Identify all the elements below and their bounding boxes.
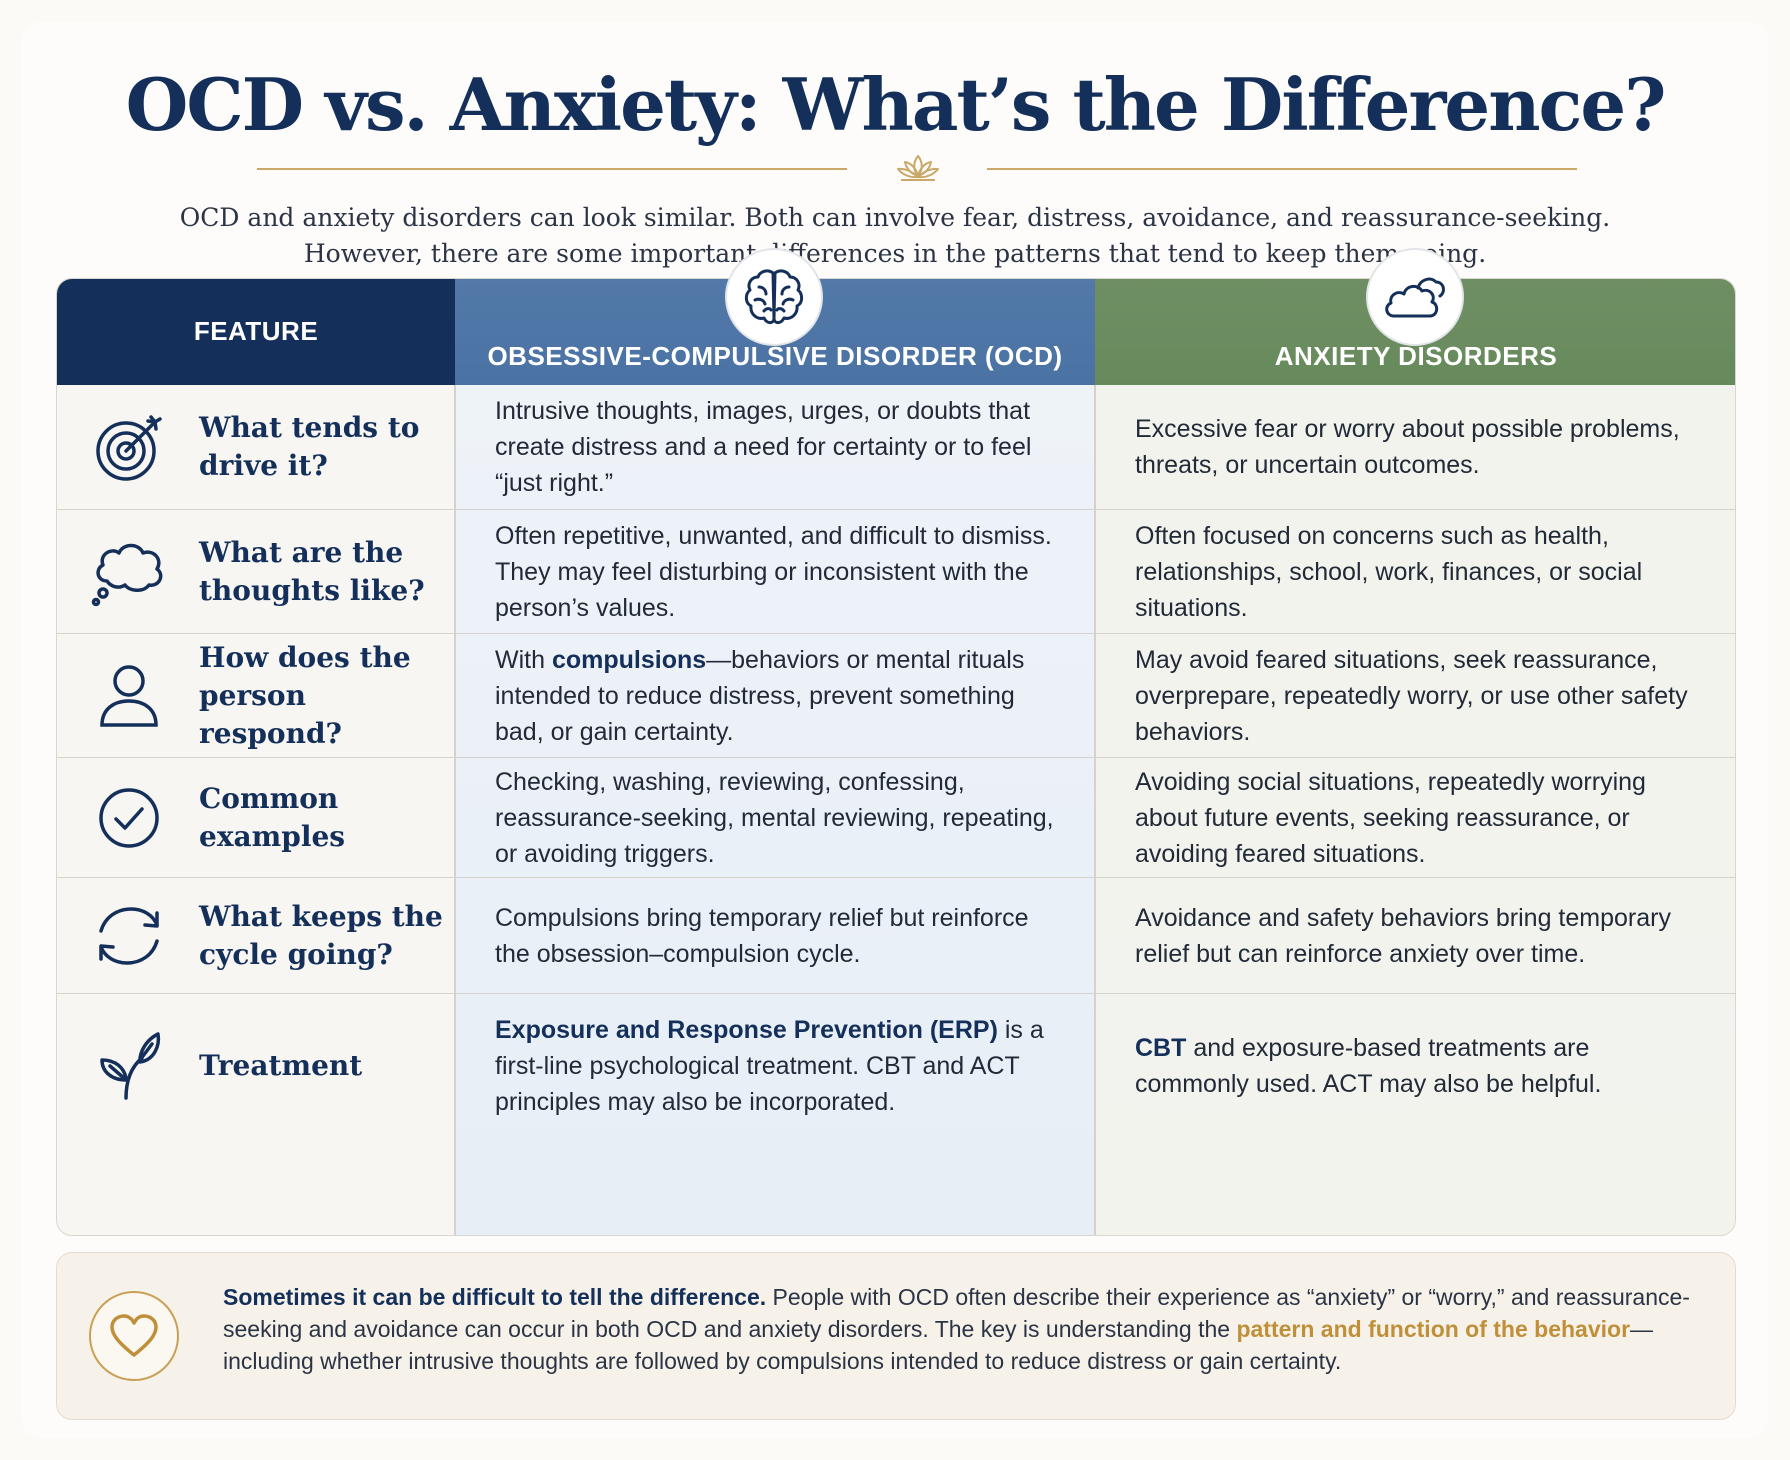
- feature-cell: What are the thoughts like?: [57, 510, 455, 633]
- ocd-text: Often repetitive, unwanted, and difficul…: [495, 521, 1052, 622]
- ocd-text-post: —behaviors or mental rituals intended to…: [495, 645, 1025, 746]
- sprout-icon: [91, 1028, 167, 1104]
- anxiety-cell: May avoid feared situations, seek reassu…: [1095, 634, 1735, 757]
- intro-line-1: OCD and anxiety disorders can look simil…: [179, 203, 1611, 232]
- header-feature-label: FEATURE: [193, 316, 319, 346]
- header-feature: FEATURE: [57, 279, 455, 385]
- feature-column-bg: [57, 385, 455, 1235]
- anxiety-cell: Avoiding social situations, repeatedly w…: [1095, 758, 1735, 877]
- anxiety-text: CBT and exposure-based treatments are co…: [1135, 1030, 1707, 1102]
- feature-cell: How does the person respond?: [57, 634, 455, 757]
- feature-cell: What tends to drive it?: [57, 385, 455, 509]
- ocd-text: With compulsions—behaviors or mental rit…: [495, 642, 1065, 750]
- ocd-cell: With compulsions—behaviors or mental rit…: [455, 634, 1095, 757]
- ocd-cell: Checking, washing, reviewing, confessing…: [455, 758, 1095, 877]
- anxiety-text: Avoidance and safety behaviors bring tem…: [1135, 903, 1671, 968]
- anxiety-text: Avoiding social situations, repeatedly w…: [1135, 767, 1646, 868]
- feature-label: How does the person respond?: [199, 640, 411, 750]
- ocd-cell: Often repetitive, unwanted, and difficul…: [455, 510, 1095, 633]
- comparison-table: FEATURE OBSESSIVE-COMPULSIVE DISORDER (O…: [56, 278, 1736, 1236]
- anxiety-cell: Excessive fear or worry about possible p…: [1095, 385, 1735, 509]
- divider-line-right: [987, 168, 1577, 170]
- header-ocd-label: OBSESSIVE-COMPULSIVE DISORDER (OCD): [487, 341, 1063, 371]
- column-separator: [1094, 385, 1096, 1235]
- anxiety-text-post: and exposure-based treatments are common…: [1135, 1033, 1602, 1098]
- target-icon: [91, 409, 167, 485]
- ocd-text-pre: With: [495, 645, 552, 674]
- ocd-cell: Exposure and Response Prevention (ERP) i…: [455, 994, 1095, 1137]
- intro-line-2: However, there are some important differ…: [303, 239, 1487, 268]
- callout-body-1: People with OCD often describe their exp…: [223, 1284, 1690, 1342]
- anxiety-cell: Avoidance and safety behaviors bring tem…: [1095, 878, 1735, 993]
- callout-highlight: pattern and function of the behavior: [1236, 1316, 1631, 1342]
- anxiety-cell: Often focused on concerns such as health…: [1095, 510, 1735, 633]
- feature-label: Common examples: [199, 781, 346, 853]
- anxiety-column-bg: [1095, 385, 1735, 1235]
- ocd-text: Exposure and Response Prevention (ERP) i…: [495, 1012, 1065, 1120]
- callout-lead: Sometimes it can be difficult to tell th…: [223, 1284, 767, 1310]
- title-divider: [257, 152, 1577, 192]
- anxiety-text: May avoid feared situations, seek reassu…: [1135, 645, 1688, 746]
- infographic: OCD vs. Anxiety: What’s the Difference? …: [22, 22, 1768, 1438]
- anxiety-cell: CBT and exposure-based treatments are co…: [1095, 994, 1735, 1137]
- callout-body-2: —including whether intrusive thoughts ar…: [223, 1316, 1654, 1374]
- divider-line-left: [257, 168, 847, 170]
- feature-label: What keeps the cycle going?: [199, 899, 443, 971]
- page-title: OCD vs. Anxiety: What’s the Difference?: [125, 62, 1667, 147]
- table-row: Treatment Exposure and Response Preventi…: [57, 993, 1735, 1137]
- ocd-text-post: is a first-line psychological treatment.…: [495, 1015, 1044, 1116]
- table-row: What tends to drive it? Intrusive though…: [57, 385, 1735, 509]
- feature-label: What tends to drive it?: [199, 411, 420, 482]
- check-circle-icon: [91, 780, 167, 856]
- ocd-cell: Intrusive thoughts, images, urges, or do…: [455, 385, 1095, 509]
- intro-paragraph: OCD and anxiety disorders can look simil…: [142, 200, 1648, 272]
- callout-box: Sometimes it can be difficult to tell th…: [56, 1252, 1736, 1420]
- person-icon: [91, 658, 167, 734]
- ocd-column-bg: [455, 385, 1095, 1235]
- cycle-arrows-icon: [91, 898, 167, 974]
- brain-icon: [725, 248, 823, 346]
- feature-cell: Treatment: [57, 994, 455, 1137]
- ocd-cell: Compulsions bring temporary relief but r…: [455, 878, 1095, 993]
- ocd-text: Compulsions bring temporary relief but r…: [495, 903, 1029, 968]
- anxiety-text: Often focused on concerns such as health…: [1135, 521, 1643, 622]
- heart-icon: [89, 1291, 179, 1381]
- ocd-text: Checking, washing, reviewing, confessing…: [495, 767, 1054, 868]
- header-anxiety-label: ANXIETY DISORDERS: [1274, 341, 1558, 371]
- anxiety-text: Excessive fear or worry about possible p…: [1135, 415, 1680, 479]
- table-row: What keeps the cycle going? Compulsions …: [57, 877, 1735, 993]
- feature-cell: What keeps the cycle going?: [57, 878, 455, 993]
- feature-label: Treatment: [199, 1048, 363, 1082]
- thought-bubble-icon: [91, 534, 167, 610]
- cloud-icon: [1366, 248, 1464, 346]
- feature-cell: Common examples: [57, 758, 455, 877]
- callout-text: Sometimes it can be difficult to tell th…: [223, 1281, 1703, 1377]
- table-row: How does the person respond? With compul…: [57, 633, 1735, 757]
- column-separator: [454, 385, 456, 1235]
- header-anxiety: ANXIETY DISORDERS: [1095, 279, 1735, 385]
- anxiety-text-bold: CBT: [1135, 1033, 1187, 1062]
- lotus-icon: [897, 155, 939, 181]
- ocd-text-bold: compulsions: [551, 645, 707, 674]
- table-row: Common examples Checking, washing, revie…: [57, 757, 1735, 877]
- ocd-text-bold: Exposure and Response Prevention (ERP): [495, 1015, 998, 1044]
- ocd-text: Intrusive thoughts, images, urges, or do…: [495, 397, 1032, 497]
- feature-label: What are the thoughts like?: [199, 535, 425, 607]
- table-row: What are the thoughts like? Often repeti…: [57, 509, 1735, 633]
